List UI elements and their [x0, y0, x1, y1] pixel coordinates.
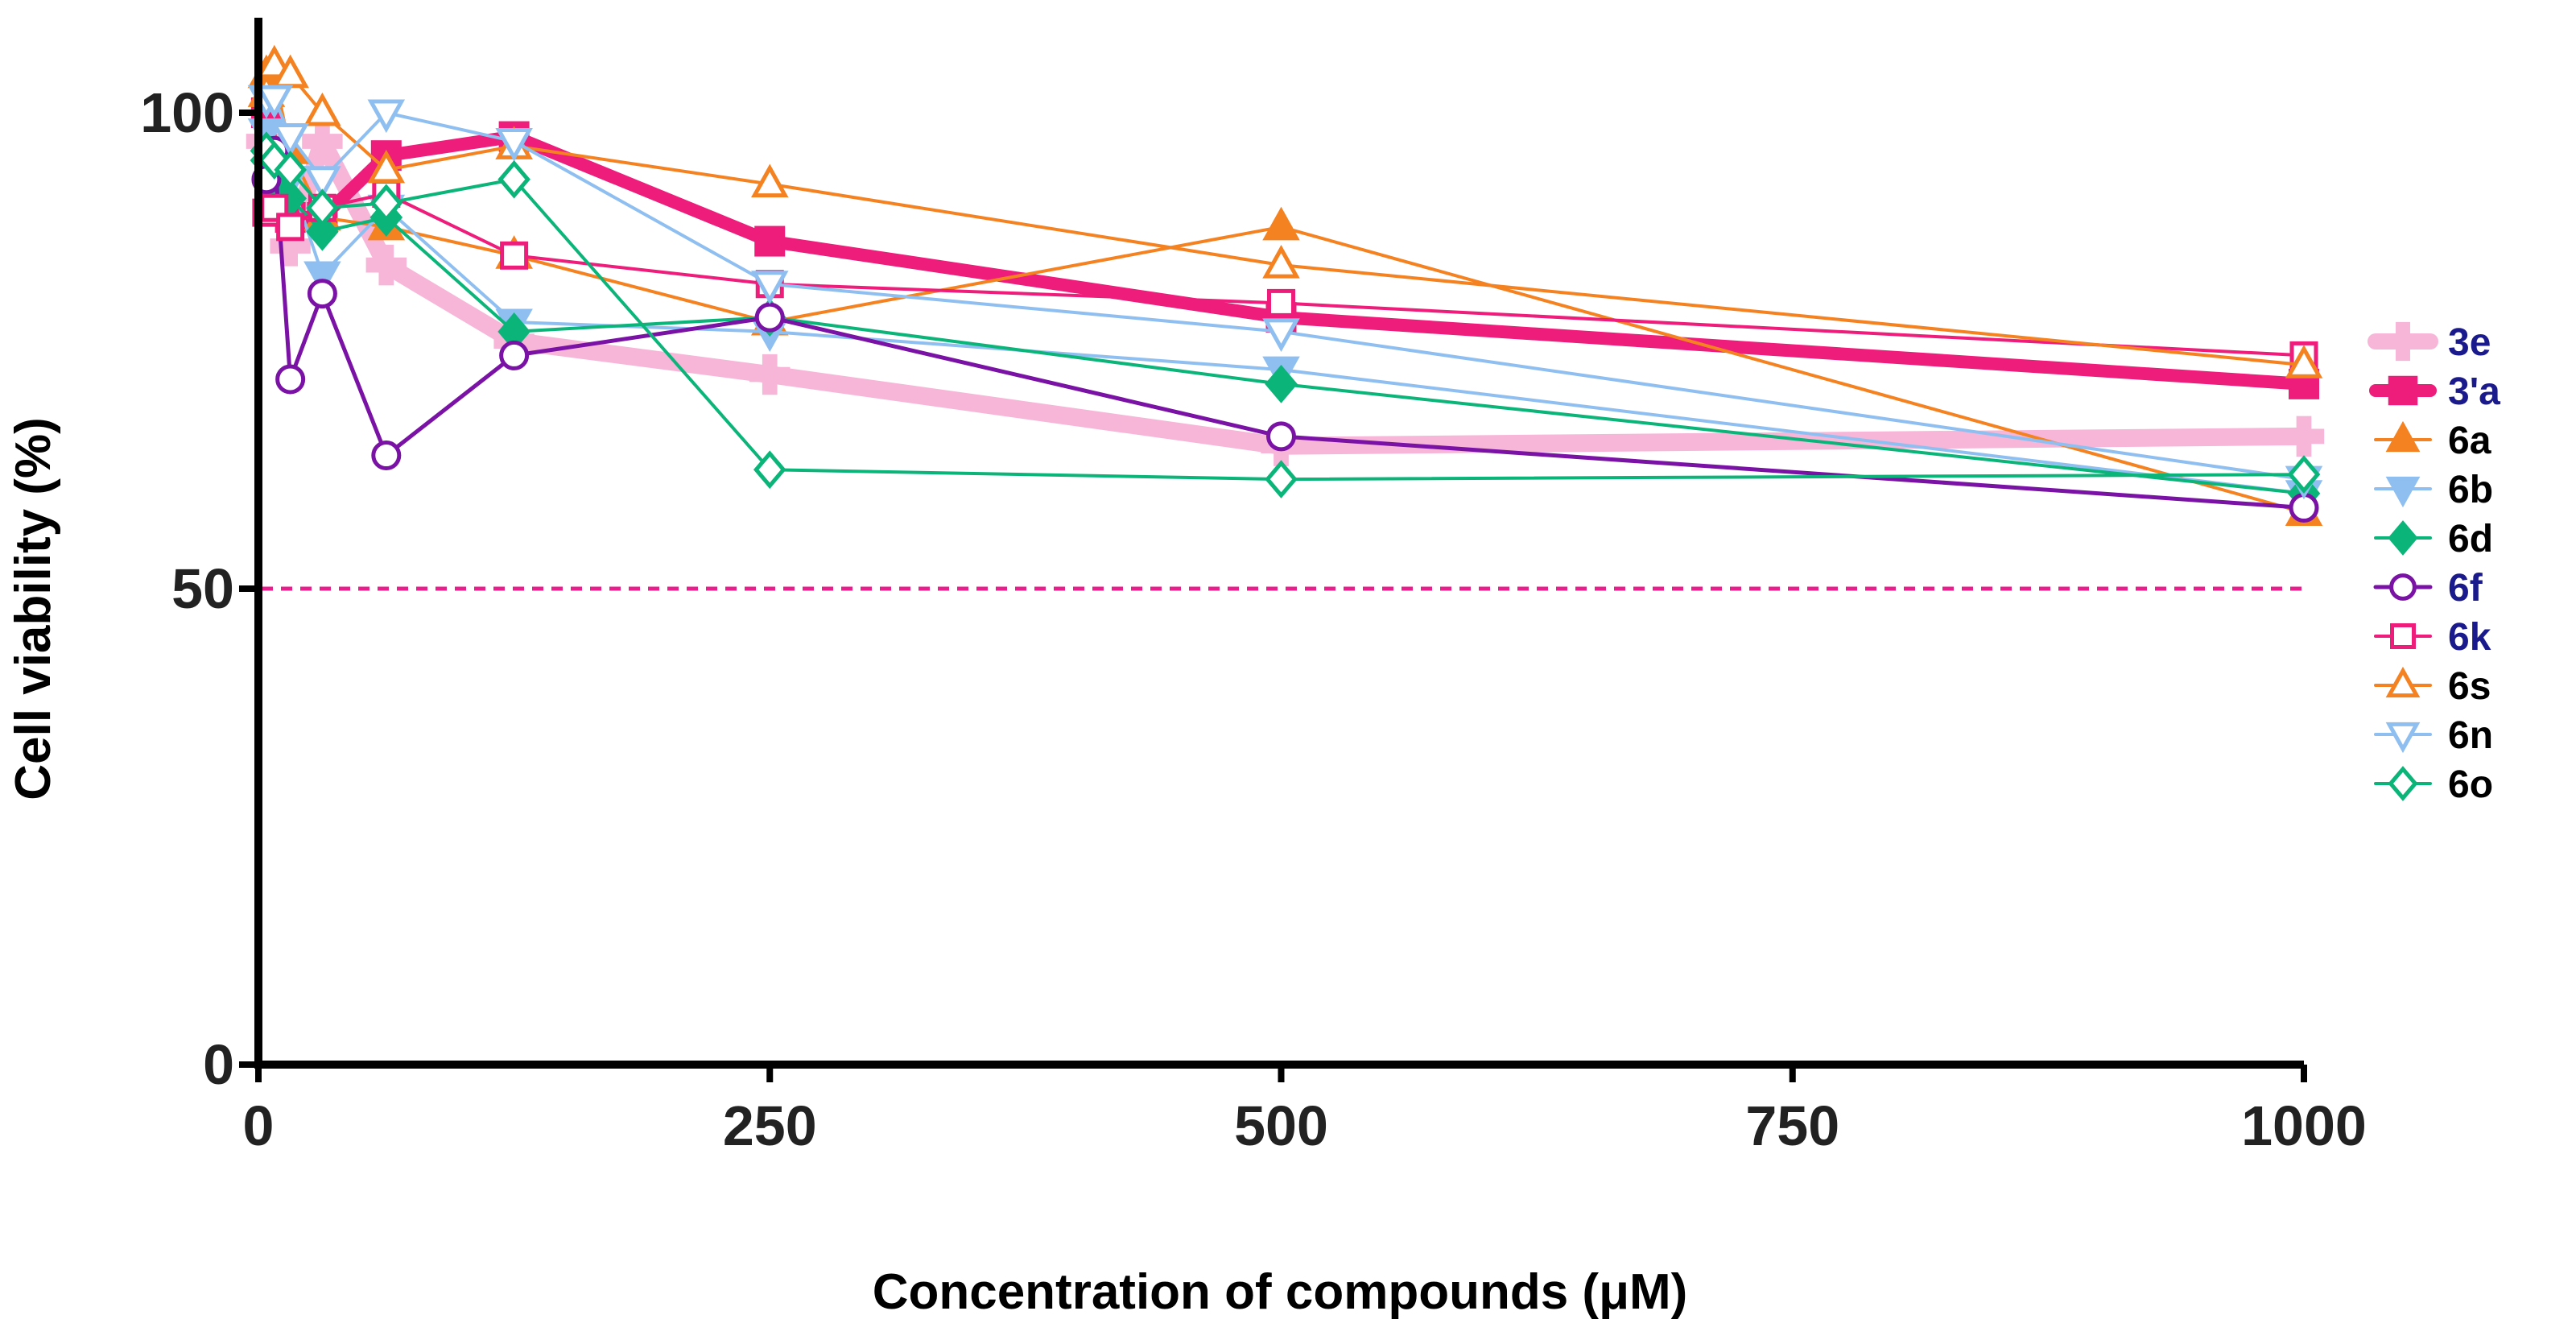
- legend-item-6k: 6k: [2374, 616, 2491, 659]
- legend-label: 6k: [2448, 616, 2491, 659]
- ticks-layer: 0 250 500 750 1000 0 50 100: [140, 81, 2367, 1157]
- legend-marker: [2385, 722, 2421, 754]
- legend-item-6b: 6b: [2374, 469, 2493, 511]
- data-point-6n: [255, 85, 294, 119]
- y-tick-label: 100: [140, 81, 234, 144]
- data-point-6n: [750, 271, 789, 304]
- data-point-6o: [369, 184, 403, 223]
- data-point-6o: [274, 151, 307, 189]
- data-point-6f: [499, 340, 530, 370]
- data-point-3e: [2283, 416, 2325, 457]
- data-point-6n: [303, 166, 341, 200]
- legend-label: 6n: [2448, 714, 2493, 757]
- data-point-6s: [1262, 244, 1300, 279]
- legend-label: 6a: [2448, 420, 2491, 462]
- legend-marker: [2388, 375, 2418, 406]
- data-point-6o: [497, 159, 530, 199]
- data-point-6f: [754, 302, 785, 333]
- y-tick-label: 50: [171, 557, 234, 620]
- data-point-6f: [275, 364, 306, 395]
- legend-label: 6b: [2448, 469, 2493, 511]
- legend-item-3e: 3e: [2368, 321, 2491, 364]
- x-tick-label: 0: [243, 1094, 275, 1157]
- legend-item-3'a: 3'a: [2369, 370, 2500, 413]
- data-point-3e: [365, 244, 407, 286]
- data-point-6s: [750, 163, 789, 198]
- data-point-6o: [306, 188, 339, 228]
- legend-label: 6d: [2448, 518, 2493, 560]
- legend-label: 3'a: [2448, 370, 2500, 413]
- x-tick-label: 750: [1745, 1094, 1839, 1157]
- data-point-3e: [749, 354, 791, 395]
- legend-marker: [2390, 623, 2416, 649]
- data-point-6a: [1262, 206, 1300, 241]
- data-point-6b: [303, 261, 341, 296]
- data-point-6s: [367, 149, 406, 184]
- x-tick-label: 1000: [2241, 1094, 2367, 1157]
- legend-marker: [2388, 520, 2418, 556]
- series-layer: [246, 44, 2325, 526]
- legend-label: 3e: [2448, 321, 2491, 364]
- legend-item-6f: 6f: [2373, 567, 2483, 610]
- data-point-6s: [2285, 345, 2323, 378]
- x-axis-title: Concentration of compounds (μM): [873, 1264, 1688, 1320]
- x-tick-label: 500: [1234, 1094, 1328, 1157]
- data-point-6k: [1267, 288, 1295, 317]
- legend-marker: [2385, 420, 2421, 453]
- legend-item-6s: 6s: [2374, 665, 2491, 708]
- y-axis-title: Cell viability (%): [6, 417, 61, 800]
- data-point-6k: [500, 241, 529, 270]
- data-point-6s: [303, 92, 341, 126]
- legend-marker: [2385, 476, 2421, 508]
- legend-item-6n: 6n: [2374, 714, 2493, 757]
- legend-marker: [2385, 666, 2421, 698]
- data-point-6f: [307, 279, 337, 309]
- data-point-6k: [276, 213, 305, 242]
- data-point-6n: [367, 99, 406, 134]
- series-6o: [250, 131, 2321, 498]
- data-point-6d: [306, 212, 339, 251]
- data-point-6n: [495, 127, 533, 162]
- data-point-6d: [1265, 365, 1298, 403]
- data-point-6n: [1262, 318, 1300, 352]
- legend-marker: [2389, 573, 2417, 601]
- data-point-6f: [1266, 421, 1296, 452]
- legend-marker: [2388, 766, 2418, 801]
- data-point-6f: [371, 440, 402, 471]
- axes-layer: [254, 18, 2304, 1069]
- legend-label: 6s: [2448, 665, 2491, 708]
- legend-item-6o: 6o: [2374, 763, 2493, 806]
- data-point-6o: [1265, 460, 1298, 498]
- x-tick-label: 250: [723, 1094, 817, 1157]
- data-point-3e: [302, 121, 343, 162]
- legend-item-6d: 6d: [2374, 518, 2493, 560]
- legend-marker: [2383, 321, 2423, 362]
- y-tick-label: 0: [203, 1033, 234, 1096]
- data-point-3'a: [754, 225, 786, 257]
- data-point-6n: [271, 123, 309, 157]
- legend-item-6a: 6a: [2374, 420, 2491, 462]
- legend-label: 6o: [2448, 763, 2493, 806]
- data-point-6o: [753, 450, 786, 490]
- legend-label: 6f: [2448, 567, 2483, 610]
- legend: 3e 3'a 6a 6b 6d 6f 6k 6s 6n 6o: [2368, 321, 2500, 806]
- data-point-6o: [2287, 455, 2321, 494]
